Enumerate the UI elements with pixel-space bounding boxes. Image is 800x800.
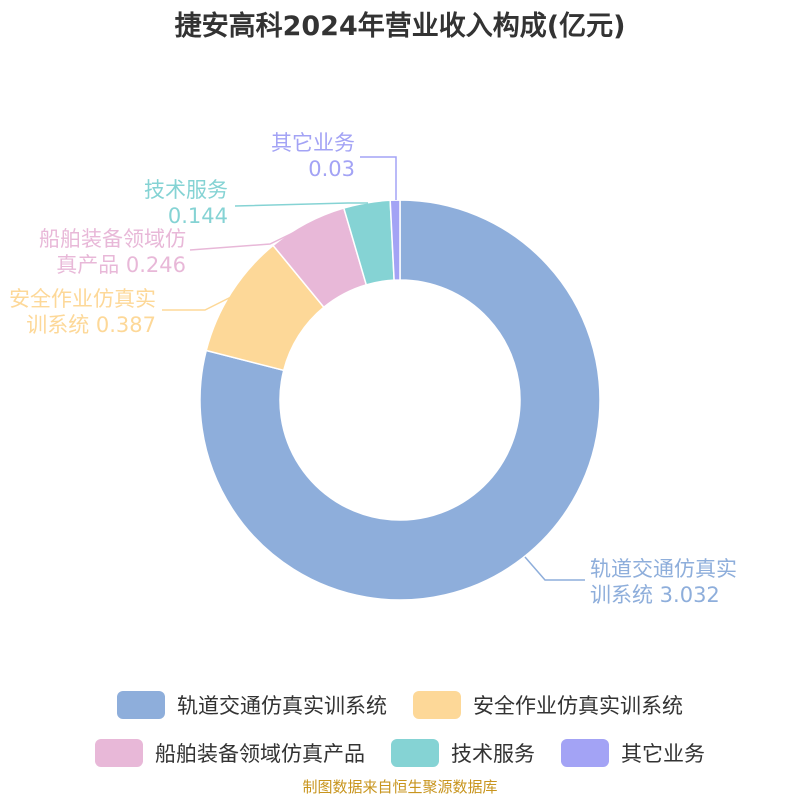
legend-swatch-0 <box>117 691 165 719</box>
legend: 轨道交通仿真实训系统 安全作业仿真实训系统船舶装备领域仿真产品 技术服务 其它业务 <box>0 688 800 784</box>
leader-line-0 <box>524 556 585 581</box>
leader-line-1 <box>162 291 242 311</box>
legend-label-3: 技术服务 <box>451 742 535 766</box>
slice-label-3-line-0: 技术服务 <box>144 178 228 202</box>
source-note: 制图数据来自恒生聚源数据库 <box>302 778 498 796</box>
legend-label-4: 其它业务 <box>621 742 705 766</box>
legend-label-0: 轨道交通仿真实训系统 <box>177 694 387 718</box>
legend-swatch-2 <box>95 739 143 767</box>
legend-item-0[interactable]: 轨道交通仿真实训系统 <box>117 690 387 720</box>
slice-label-3-line-1: 0.144 <box>168 204 228 228</box>
pie-slice-0[interactable] <box>199 199 601 601</box>
legend-swatch-3 <box>391 739 439 767</box>
legend-item-2[interactable]: 船舶装备领域仿真产品 <box>95 738 365 768</box>
legend-row-0: 轨道交通仿真实训系统 安全作业仿真实训系统 <box>0 688 800 722</box>
legend-item-1[interactable]: 安全作业仿真实训系统 <box>413 690 683 720</box>
legend-swatch-4 <box>561 739 609 767</box>
pie-slice-4[interactable] <box>389 199 401 281</box>
slice-label-0-line-0: 轨道交通仿真实 <box>590 557 737 581</box>
slice-label-4-line-0: 其它业务 <box>271 131 355 155</box>
leader-line-4 <box>360 156 397 200</box>
slice-label-2-line-1: 真产品 0.246 <box>56 253 186 277</box>
slice-label-0-line-1: 训系统 3.032 <box>590 583 720 607</box>
chart-title: 捷安高科2024年营业收入构成(亿元) <box>174 11 626 42</box>
legend-item-3[interactable]: 技术服务 <box>391 738 535 768</box>
legend-item-4[interactable]: 其它业务 <box>561 738 705 768</box>
slice-label-2-line-0: 船舶装备领域仿 <box>39 227 186 251</box>
legend-swatch-1 <box>413 691 461 719</box>
legend-label-1: 安全作业仿真实训系统 <box>473 694 683 718</box>
slice-label-1-line-0: 安全作业仿真实 <box>9 287 156 311</box>
slice-label-1-line-1: 训系统 0.387 <box>26 313 156 337</box>
legend-label-2: 船舶装备领域仿真产品 <box>155 742 365 766</box>
leader-line-3 <box>234 202 368 207</box>
legend-row-1: 船舶装备领域仿真产品 技术服务 其它业务 <box>0 736 800 770</box>
slice-label-4-line-1: 0.03 <box>308 157 355 181</box>
leader-line-2 <box>189 227 304 251</box>
